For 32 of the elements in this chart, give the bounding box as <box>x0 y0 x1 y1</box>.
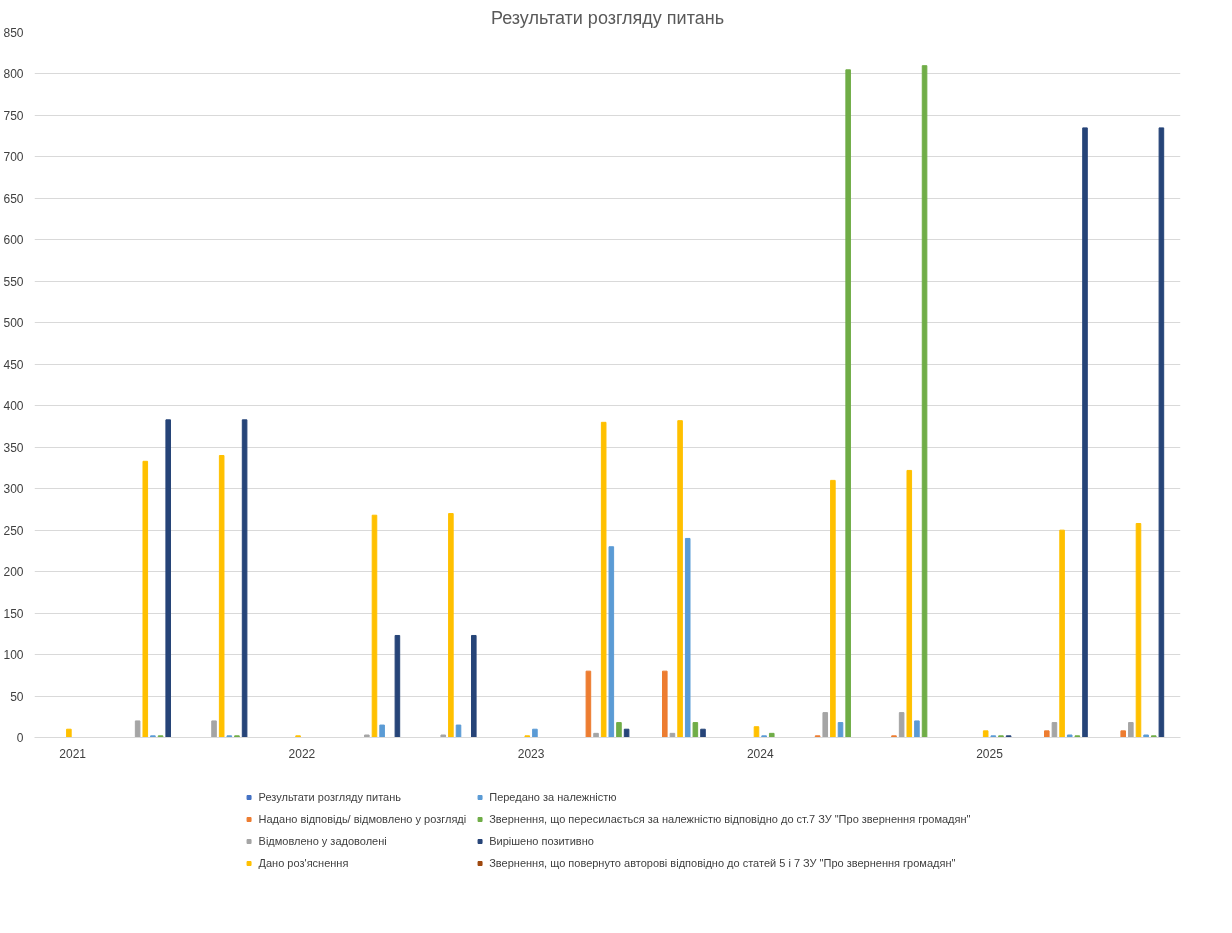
y-tick-label: 600 <box>3 233 24 248</box>
y-tick-label: 700 <box>3 150 24 165</box>
x-tick-label: 2022 <box>288 746 316 761</box>
y-tick-label: 0 <box>16 731 24 745</box>
y-tick-label: 550 <box>3 274 24 289</box>
legend-label: Звернення, що повернуто авторові відповідно до статей 5 і 7 ЗУ "Про звернення громадян" <box>489 856 956 870</box>
y-tick-label: 400 <box>3 399 24 414</box>
legend-label: Передано за належністю <box>489 790 617 804</box>
x-tick-label: 2021 <box>59 746 87 761</box>
y-tick-label: 650 <box>3 191 24 206</box>
legend-label: Результати розгляду питань <box>258 790 402 804</box>
y-tick-label: 50 <box>10 689 24 704</box>
y-tick-label: 100 <box>3 648 24 663</box>
y-tick-label: 800 <box>3 67 24 82</box>
x-tick-label: 2023 <box>517 746 545 761</box>
y-tick-label: 150 <box>3 606 24 621</box>
y-tick-label: 350 <box>3 440 24 455</box>
legend-label: Звернення, що пересилається за належністю відповідно до ст.7 ЗУ "Про звернення громадян" <box>489 812 971 826</box>
chart-title: Результати розгляду питань <box>490 7 725 28</box>
x-tick-label: 2025 <box>976 746 1004 761</box>
x-tick-label: 2024 <box>746 746 774 761</box>
y-tick-label: 750 <box>3 108 24 123</box>
y-tick-label: 200 <box>3 565 24 580</box>
legend-label: Дано роз'яснення <box>258 856 349 870</box>
y-tick-label: 250 <box>3 523 24 538</box>
legend-label: Відмовлено у задоволені <box>258 834 387 848</box>
y-tick-label: 850 <box>3 26 24 40</box>
y-tick-label: 300 <box>3 482 24 497</box>
y-tick-label: 500 <box>3 316 24 331</box>
legend-label: Надано відповідь/ відмовлено у розгляді <box>258 812 467 826</box>
legend-label: Вирішено позитивно <box>489 834 594 848</box>
y-tick-label: 450 <box>3 357 24 372</box>
